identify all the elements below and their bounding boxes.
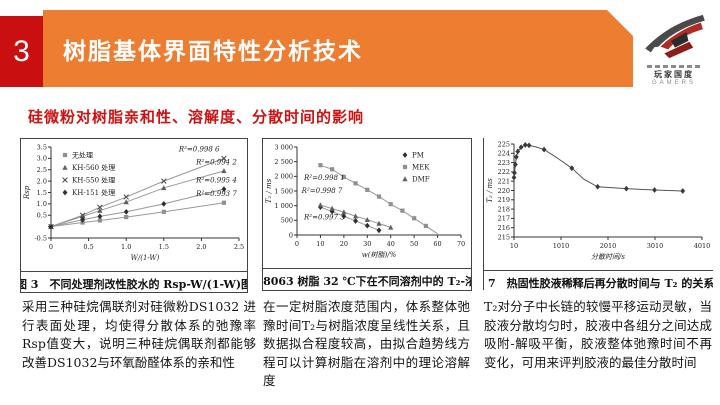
svg-text:DMF: DMF — [412, 176, 430, 184]
svg-text:无处理: 无处理 — [72, 151, 93, 160]
figure-3-chart: 0 0.5 1.0 1.5 2.0 2.5 -0.5 0.5 1.0 1.5 2.0 2.5 3.0 3.… — [23, 143, 244, 262]
svg-text:分散时间/s: 分散时间/s — [591, 253, 625, 261]
svg-text:500: 500 — [281, 217, 293, 225]
svg-text:221: 221 — [498, 178, 510, 186]
svg-text:216: 216 — [498, 224, 510, 232]
slide-subtitle: 硅微粉对树脂亲和性、溶解度、分散时间的影响 — [28, 109, 365, 126]
svg-text:2.0: 2.0 — [37, 177, 47, 185]
svg-text:215: 215 — [498, 233, 510, 241]
svg-text:60: 60 — [433, 240, 441, 248]
svg-text:MEK: MEK — [412, 164, 430, 172]
svg-text:0: 0 — [295, 240, 299, 248]
note-dispersion-time: T₂对分子中长链的较慢平移运动灵敏，当胶液分散均匀时，胶液中各组分之间达成吸附-… — [484, 299, 712, 370]
svg-text:70: 70 — [457, 240, 465, 248]
svg-text:0: 0 — [289, 231, 293, 239]
svg-text:1.5: 1.5 — [159, 243, 169, 251]
svg-text:222: 222 — [498, 168, 510, 176]
svg-text:R²=0.998 1: R²=0.998 1 — [303, 174, 345, 182]
svg-text:1.0: 1.0 — [121, 243, 131, 251]
svg-text:1.0: 1.0 — [37, 200, 47, 208]
svg-text:2 500: 2 500 — [274, 158, 293, 166]
figure-4-caption: 4 PF-8063 树脂 32 ℃下在不同溶剂中的 T₂-浓度图 — [263, 268, 471, 293]
svg-text:223: 223 — [498, 159, 510, 167]
svg-text:3.0: 3.0 — [37, 155, 47, 163]
svg-text:KH-151 处理: KH-151 处理 — [72, 188, 115, 197]
svg-text:224: 224 — [498, 150, 510, 158]
slide-title: 树脂基体界面特性分析技术 — [63, 37, 363, 64]
figure-3-caption: 图 3 不同处理剂改性胶水的 Rsp-W/(1-W)图 — [21, 271, 247, 296]
svg-text:T₂ / ms: T₂ / ms — [265, 178, 273, 203]
svg-text:2.5: 2.5 — [234, 243, 244, 251]
svg-text:1 000: 1 000 — [274, 202, 293, 210]
svg-text:1.5: 1.5 — [37, 189, 47, 197]
logo-latin-text: GAMERS — [651, 80, 696, 86]
section-number: 3 — [0, 16, 43, 87]
svg-text:225: 225 — [498, 140, 510, 148]
svg-text:-0.5: -0.5 — [34, 234, 47, 242]
svg-text:219: 219 — [498, 196, 510, 204]
svg-text:10: 10 — [316, 240, 324, 248]
svg-text:R²=0.993 7: R²=0.993 7 — [195, 190, 237, 198]
svg-text:3010: 3010 — [647, 242, 664, 250]
svg-text:0: 0 — [49, 243, 53, 251]
svg-text:3.5: 3.5 — [37, 143, 47, 151]
svg-text:218: 218 — [498, 205, 510, 213]
note-affinity: 采用三种硅烷偶联剂对硅微粉DS1032 进行表面处理，均使得分散体系的弛豫率Rs… — [22, 299, 256, 370]
svg-text:R²=0.997 3: R²=0.997 3 — [303, 214, 345, 222]
header-band: 树脂基体界面特性分析技术 — [43, 10, 633, 87]
svg-text:40: 40 — [387, 240, 395, 248]
rog-eagle-icon — [645, 14, 705, 59]
figure-7-caption: 7 热固性胶液稀释后再分散时间与 T₂ 的关系 — [484, 270, 713, 295]
svg-text:KH-560 处理: KH-560 处理 — [72, 163, 115, 172]
figure-4-panel: 0 10 20 30 40 50 60 70 0 500 1 000 1 500 2 000 2 500 3… — [262, 138, 472, 291]
figure-3-panel: 0 0.5 1.0 1.5 2.0 2.5 -0.5 0.5 1.0 1.5 2.0 2.5 3.0 3.… — [20, 138, 248, 293]
svg-text:2.5: 2.5 — [37, 166, 47, 174]
svg-text:w(树脂)/%: w(树脂)/% — [362, 251, 397, 259]
svg-text:1010: 1010 — [553, 242, 570, 250]
figure-4-chart: 0 10 20 30 40 50 60 70 0 500 1 000 1 500 2 000 2 500 3… — [265, 143, 465, 259]
svg-text:KH-550 处理: KH-550 处理 — [72, 176, 115, 185]
svg-text:R²=0.994 2: R²=0.994 2 — [195, 159, 237, 167]
svg-text:220: 220 — [498, 187, 510, 195]
svg-text:4010: 4010 — [694, 242, 711, 250]
svg-text:1 500: 1 500 — [274, 187, 293, 195]
svg-text:0.5: 0.5 — [83, 243, 93, 251]
svg-text:217: 217 — [498, 215, 510, 223]
note-solubility: 在一定树脂浓度范围内，体系整体弛豫时间T₂与树脂浓度呈线性关系，且数据拟合程度较… — [263, 299, 470, 388]
svg-text:3 000: 3 000 — [274, 143, 293, 151]
svg-text:10: 10 — [510, 242, 518, 250]
svg-text:R²=0.998 6: R²=0.998 6 — [178, 146, 220, 154]
svg-text:R²=0.995 4: R²=0.995 4 — [195, 176, 237, 184]
figure-4-caption-text: PF-8063 树脂 32 ℃下在不同溶剂中的 T₂-浓度图 — [263, 275, 471, 288]
svg-text:Rsp: Rsp — [23, 185, 31, 200]
svg-text:2 000: 2 000 — [274, 173, 293, 181]
svg-text:PM: PM — [412, 152, 424, 160]
svg-text:R²=0.998 7: R²=0.998 7 — [301, 187, 343, 195]
logo-chinese-text: 玩家国度 — [654, 70, 694, 79]
logo-dashes — [647, 65, 701, 68]
svg-text:2010: 2010 — [600, 242, 617, 250]
rog-logo: 玩家国度 GAMERS — [638, 12, 710, 87]
svg-text:50: 50 — [410, 240, 418, 248]
svg-text:2.0: 2.0 — [196, 243, 206, 251]
svg-text:W/(1-W): W/(1-W) — [131, 254, 160, 262]
svg-text:30: 30 — [363, 240, 371, 248]
svg-text:20: 20 — [340, 240, 348, 248]
svg-text:T₂ / ms: T₂ / ms — [486, 178, 494, 203]
svg-text:0.5: 0.5 — [37, 212, 47, 220]
